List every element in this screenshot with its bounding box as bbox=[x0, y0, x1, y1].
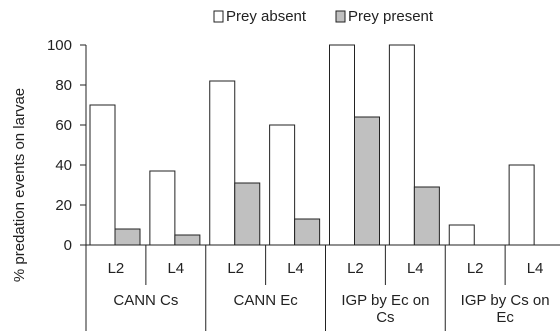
bar-prey-absent bbox=[89, 104, 116, 246]
bar-prey-absent bbox=[209, 80, 236, 246]
bar-prey-absent bbox=[149, 170, 176, 246]
bar-prey-present bbox=[294, 218, 321, 246]
bar-prey-present bbox=[234, 182, 261, 246]
x-group-label: CANN Ec bbox=[234, 292, 299, 309]
x-category-label: L4 bbox=[407, 260, 424, 277]
bar-prey-absent bbox=[269, 124, 296, 246]
y-axis-label: % predation events on larvae bbox=[11, 88, 28, 282]
bar-prey-absent bbox=[508, 164, 535, 246]
x-category-label: L2 bbox=[347, 260, 364, 277]
y-tick-label: 80 bbox=[55, 77, 72, 94]
y-axis: 0 20 40 60 80 100 bbox=[47, 37, 87, 254]
legend: Prey absent Prey present bbox=[213, 8, 434, 25]
bar-prey-absent bbox=[448, 224, 475, 246]
legend-label-prey-absent: Prey absent bbox=[226, 8, 307, 25]
x-category-label: L4 bbox=[167, 260, 184, 277]
bar-prey-present bbox=[413, 186, 440, 246]
x-axis: L2 L4 L2 L4 L2 L4 L2 L4 CANN Cs CANN Ec IGP by Ec … bbox=[85, 244, 560, 331]
x-group-label: IGP by Cs on Ec bbox=[461, 292, 550, 326]
y-tick-label: 0 bbox=[64, 237, 72, 254]
x-group-label: CANN Cs bbox=[113, 292, 178, 309]
y-tick-label: 20 bbox=[55, 197, 72, 214]
bar-prey-absent bbox=[388, 44, 415, 246]
bar-prey-absent bbox=[329, 44, 355, 246]
x-group-label: IGP by Ec on Cs bbox=[341, 292, 429, 326]
y-tick-label: 60 bbox=[55, 117, 72, 134]
x-category-label: L4 bbox=[287, 260, 304, 277]
bar-prey-present bbox=[114, 228, 141, 246]
x-category-label: L4 bbox=[527, 260, 544, 277]
y-tick-label: 40 bbox=[55, 157, 72, 174]
x-category-label: L2 bbox=[467, 260, 484, 277]
legend-swatch-prey-absent bbox=[213, 10, 224, 23]
legend-swatch-prey-present bbox=[335, 10, 346, 23]
bar-prey-present bbox=[174, 234, 201, 246]
legend-label-prey-present: Prey present bbox=[348, 8, 434, 25]
y-tick-label: 100 bbox=[47, 37, 72, 54]
x-category-label: L2 bbox=[227, 260, 244, 277]
bar-prey-present bbox=[354, 116, 380, 246]
x-category-label: L2 bbox=[108, 260, 125, 277]
bars bbox=[89, 44, 535, 246]
